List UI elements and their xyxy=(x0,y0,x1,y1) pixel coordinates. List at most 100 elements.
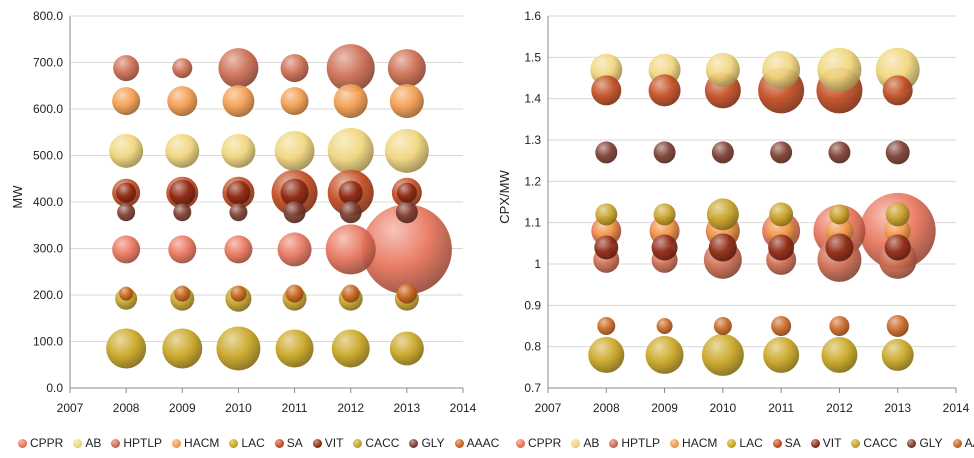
y-axis-label: MW xyxy=(10,185,25,209)
bubble-aaac-2011 xyxy=(771,316,792,336)
legend-item-gly: GLY xyxy=(409,436,445,450)
y-tick-label: 1.2 xyxy=(524,174,541,188)
bubble-aaac-2013 xyxy=(886,315,909,337)
legend-swatch xyxy=(353,438,363,448)
x-tick-label: 2007 xyxy=(535,401,562,415)
bubble-gly-2013 xyxy=(395,201,418,224)
x-tick-label: 2011 xyxy=(768,401,794,415)
legend-item-vit: VIT xyxy=(810,436,842,450)
y-tick-label: 200.0 xyxy=(33,288,63,302)
legend-item-hptlp: HPTLP xyxy=(609,436,660,450)
bubble-hptlp-2009 xyxy=(172,58,193,79)
bubble-vit-2008 xyxy=(594,235,619,260)
y-tick-label: 400.0 xyxy=(33,195,63,209)
bubble-lac-2011 xyxy=(275,329,314,368)
bubble-vit-2013 xyxy=(884,234,911,261)
bubble-sa-2013 xyxy=(882,75,913,106)
y-tick-label: 1.4 xyxy=(524,92,541,106)
bubble-ab-2008 xyxy=(109,133,144,168)
bubble-vit-2011 xyxy=(768,234,795,261)
legend-label: CPPR xyxy=(30,436,64,450)
bubble-hacm-2008 xyxy=(112,87,141,116)
bubble-hptlp-2010 xyxy=(218,48,259,89)
bubble-ab-2009 xyxy=(165,133,200,168)
y-tick-label: 700.0 xyxy=(33,56,63,70)
x-tick-label: 2014 xyxy=(450,401,477,415)
legend-swatch xyxy=(454,438,464,448)
bubble-vit-2010 xyxy=(226,180,251,205)
y-axis-label: CPX/MW xyxy=(497,170,512,224)
legend-label: CPPR xyxy=(528,436,562,450)
bubble-cacc-2009 xyxy=(653,203,676,226)
bubble-ab-2010 xyxy=(705,52,740,87)
legend-cpx-per-mw: CPPR AB HPTLP HACM LAC SA VIT CACC GLY AAAC xyxy=(516,436,974,450)
legend-label: LAC xyxy=(739,436,763,450)
y-tick-label: 1.1 xyxy=(524,216,541,230)
bubble-vit-2013 xyxy=(396,182,417,203)
bubble-hacm-2013 xyxy=(389,84,424,119)
bubble-gly-2009 xyxy=(653,141,676,164)
bubble-cacc-2012 xyxy=(829,204,850,225)
bubble-cppr-2009 xyxy=(168,235,197,264)
bubble-gly-2008 xyxy=(595,141,618,164)
legend-swatch xyxy=(571,438,581,448)
y-tick-label: 1.3 xyxy=(524,133,541,147)
legend-item-cacc: CACC xyxy=(353,436,399,450)
bubble-hacm-2011 xyxy=(280,87,309,116)
bubble-cacc-2011 xyxy=(769,202,794,227)
legend-item-lac: LAC xyxy=(727,436,763,450)
legend-item-sa: SA xyxy=(772,436,801,450)
legend-item-hacm: HACM xyxy=(172,436,219,450)
legend-swatch xyxy=(670,438,680,448)
legend-label: SA xyxy=(286,436,303,450)
bubble-vit-2009 xyxy=(169,179,196,206)
y-tick-label: 1.6 xyxy=(524,9,541,23)
x-tick-label: 2012 xyxy=(337,401,364,415)
bubble-ab-2011 xyxy=(762,50,801,89)
bubble-hptlp-2013 xyxy=(387,49,426,88)
bubble-gly-2010 xyxy=(229,203,248,222)
bubble-vit-2010 xyxy=(708,233,737,262)
bubble-aaac-2012 xyxy=(829,316,850,336)
bubble-sa-2009 xyxy=(648,74,681,107)
bubble-vit-2008 xyxy=(116,182,137,203)
legend-swatch xyxy=(516,438,525,448)
legend-mw: CPPR AB HPTLP HACM LAC SA VIT CACC GLY AAAC xyxy=(18,436,499,450)
bubble-lac-2013 xyxy=(389,331,424,366)
bubble-aaac-2008 xyxy=(119,286,134,301)
bubble-hptlp-2011 xyxy=(280,54,309,83)
bubble-lac-2013 xyxy=(881,338,914,371)
bubble-lac-2010 xyxy=(216,326,261,371)
legend-label: AB xyxy=(85,436,102,450)
x-tick-label: 2013 xyxy=(394,401,421,415)
bubble-gly-2012 xyxy=(828,141,851,164)
legend-swatch xyxy=(73,438,83,448)
bubble-vit-2012 xyxy=(338,180,363,205)
bubble-gly-2011 xyxy=(283,201,306,224)
legend-item-ab: AB xyxy=(73,436,101,450)
y-tick-label: 0.8 xyxy=(524,340,541,354)
x-tick-label: 2012 xyxy=(826,401,853,415)
bubble-cacc-2013 xyxy=(885,202,910,227)
legend-label: VIT xyxy=(324,436,344,450)
legend-label: HPTLP xyxy=(123,436,163,450)
bubble-lac-2008 xyxy=(588,336,625,373)
bubble-lac-2012 xyxy=(331,329,370,368)
legend-swatch xyxy=(907,438,917,448)
y-tick-label: 0.0 xyxy=(46,381,63,395)
bubble-gly-2012 xyxy=(339,201,362,224)
legend-label: VIT xyxy=(822,436,842,450)
y-tick-label: 1.5 xyxy=(524,50,541,64)
bubble-lac-2010 xyxy=(701,333,744,376)
legend-label: CACC xyxy=(863,436,898,450)
legend-item-hptlp: HPTLP xyxy=(111,436,162,450)
bubble-lac-2008 xyxy=(106,328,147,369)
x-tick-label: 2007 xyxy=(57,401,84,415)
chart-cpx-per-mw: 0.7 0.8 0.9 1 1.1 1.2 1.3 1.4 1.5 1.6 2007 2008 2009… xyxy=(497,9,970,415)
bubble-lac-2009 xyxy=(645,335,684,374)
legend-label: HACM xyxy=(682,436,718,450)
legend-item-cppr: CPPR xyxy=(516,436,561,450)
bubble-lac-2011 xyxy=(763,336,800,373)
x-tick-label: 2009 xyxy=(651,401,678,415)
